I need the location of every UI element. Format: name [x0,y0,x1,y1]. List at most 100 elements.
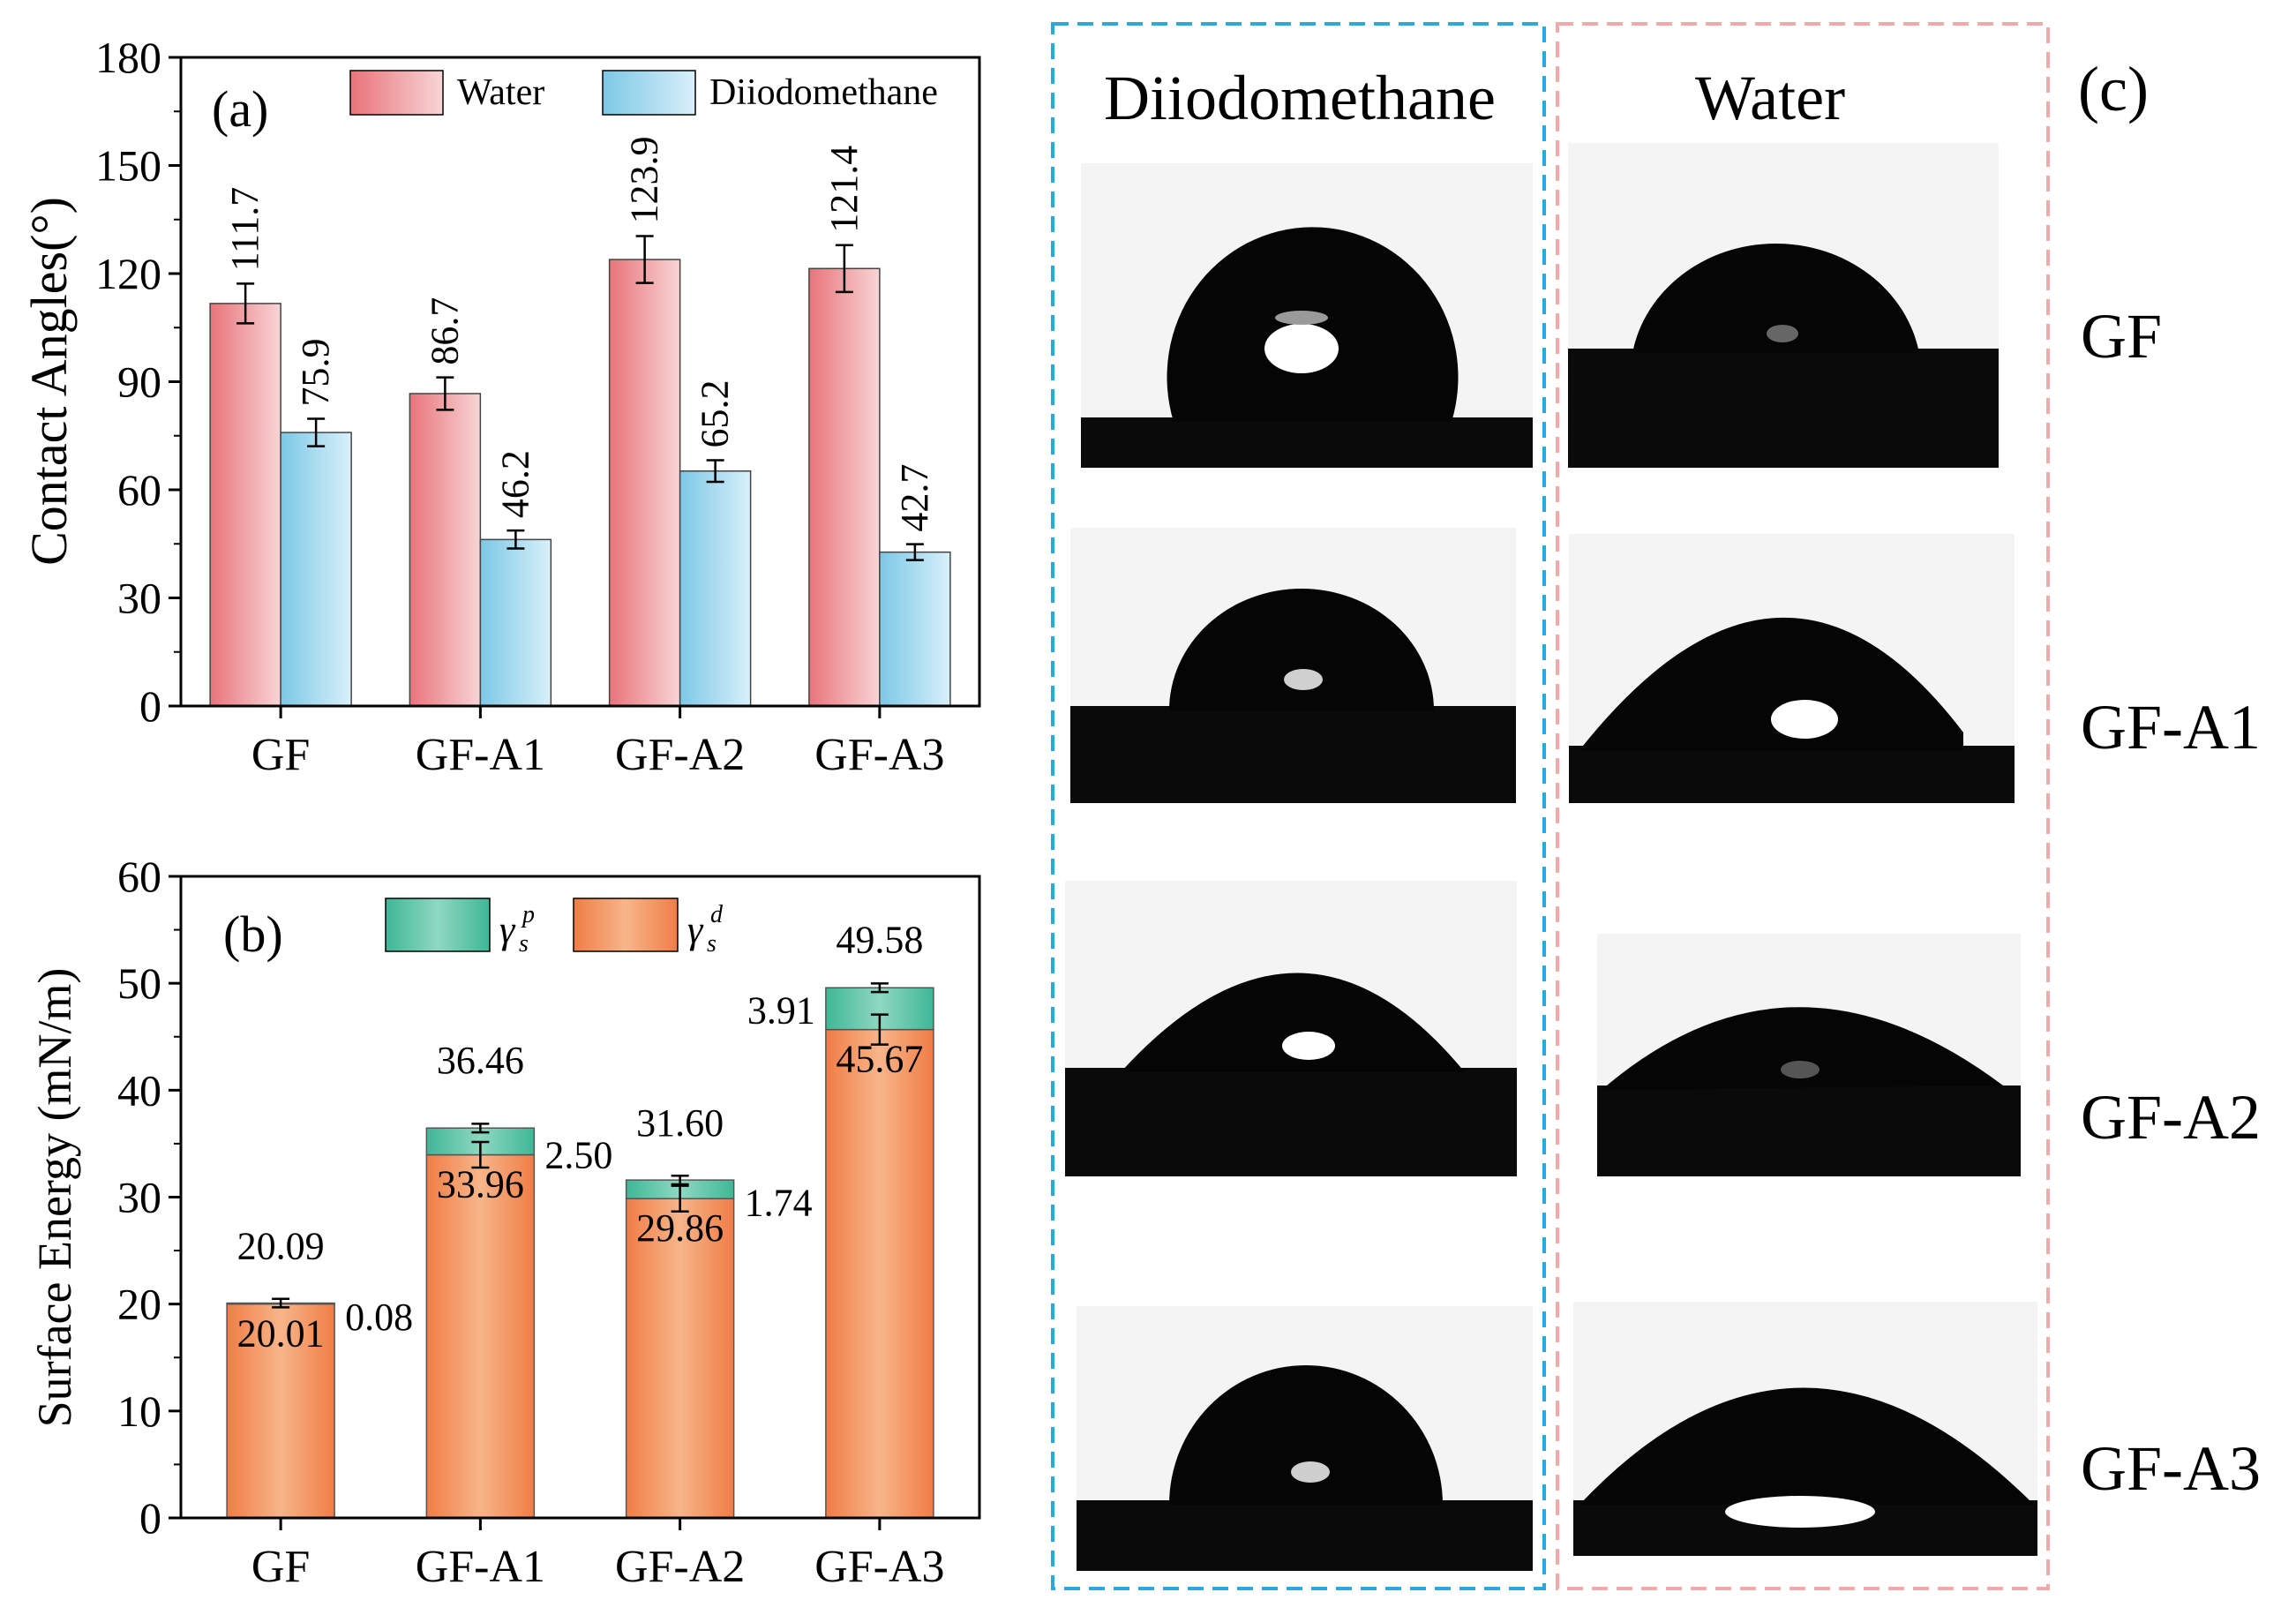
diiodomethane-column-frame [1051,22,1546,1590]
x-tick-label-a: GF-A1 [416,730,545,780]
error-bar-diiodomethane-gf-a2 [706,459,724,484]
bar-water-gf [209,303,281,707]
y-tick-label-b: 60 [117,852,161,901]
x-tick-label-a: GF-A2 [615,730,745,780]
y-tick-label-a: 150 [95,141,161,191]
legend-swatch-dispersive [573,898,679,952]
row-label-gf: GF [2081,301,2162,372]
data-label-total-gf-a1: 36.46 [437,1039,524,1082]
bar-dispersive-gf-a1 [425,1153,536,1519]
svg-text:γ: γ [687,908,704,951]
bar-diiodomethane-gf-a2 [679,470,752,707]
data-label-diiodomethane-gf: 75.9 [294,339,337,407]
y-tick-label-a: 60 [117,465,161,515]
error-bar-water-gf [236,282,255,325]
legend-swatch-polar [385,898,491,952]
bar-water-gf-a2 [608,259,681,707]
error-bar-dispersive-gf-a3 [870,1013,889,1046]
data-label-water-gf-a3: 121.4 [822,146,866,233]
bar-dispersive-gf-a3 [825,1028,934,1519]
y-axis-label-b: Surface Energy (mN/m) [28,968,81,1428]
column-title-water: Water [1695,63,1845,133]
svg-text:d: d [710,901,724,928]
legend-label-dispersive: γ s d [687,901,724,958]
legend-a: Water Diiodomethane [349,70,938,116]
contact-angle-bars: 111.7 75.9 86.7 46.2 123.9 65.2 121.4 42.7 [209,137,951,707]
data-label-total-gf: 20.09 [237,1225,325,1268]
water-column-frame [1556,22,2050,1590]
svg-text:s: s [519,930,529,958]
data-label-water-gf-a2: 123.9 [623,137,666,224]
droplet-photo-gf-a1-water [1569,534,2015,803]
data-label-water-gf: 111.7 [223,187,266,272]
droplet-photo-gf-a3-water [1573,1302,2037,1556]
data-label-diiodomethane-gf-a2: 65.2 [694,380,737,448]
x-axis-ticks-a: GF GF-A1 GF-A2 GF-A3 [251,706,945,780]
panel-label-a: (a) [212,80,268,138]
column-title-diiodomethane: Diiodomethane [1104,63,1496,133]
y-tick-label-b: 20 [117,1280,161,1329]
data-label-total-gf-a2: 31.60 [636,1101,724,1145]
x-tick-label-a: GF-A3 [814,730,944,780]
contact-angle-chart: 111.7 75.9 86.7 46.2 123.9 65.2 121.4 42.7 0 30 6… [20,33,981,780]
data-label-dispersive-gf-a3: 45.67 [836,1038,923,1081]
error-bar-total-gf [272,1297,290,1309]
error-bar-total-gf-a3 [870,982,889,994]
y-tick-label-b: 50 [117,958,161,1008]
y-tick-label-a: 90 [117,357,161,407]
x-tick-label-b: GF-A1 [416,1542,545,1592]
bar-diiodomethane-gf-a3 [879,551,951,707]
svg-text:p: p [521,901,535,928]
y-tick-label-a: 30 [117,574,161,623]
legend-label-polar: γ s p [499,901,535,958]
bar-dispersive-gf-a2 [625,1198,735,1519]
x-tick-label-b: GF [251,1542,310,1592]
row-label-gf-a3: GF-A3 [2081,1433,2261,1504]
panel-label-c: (c) [2078,54,2149,124]
error-bar-water-gf-a2 [635,235,654,284]
error-bar-water-gf-a3 [835,244,853,294]
bar-water-gf-a3 [808,267,881,707]
y-tick-label-b: 40 [117,1065,161,1115]
droplet-images-panel: Diiodomethane Water (c) GF GF-A1 GF-A2 G… [1051,22,2261,1590]
error-bar-total-gf-a1 [471,1123,490,1134]
data-label-dispersive-gf-a2: 29.86 [636,1206,724,1250]
x-tick-label-b: GF-A2 [615,1542,745,1592]
data-label-water-gf-a1: 86.7 [423,297,466,365]
y-tick-label-a: 120 [95,249,161,298]
data-label-polar-gf-a2: 1.74 [745,1182,813,1225]
y-tick-label-b: 0 [139,1493,161,1543]
droplet-photo-gf-a2-diiodomethane [1065,881,1517,1176]
bar-diiodomethane-gf [280,432,352,707]
data-label-total-gf-a3: 49.58 [836,918,923,961]
x-tick-label-a: GF [251,730,310,780]
row-label-gf-a2: GF-A2 [2081,1082,2261,1153]
droplet-photo-gf-water [1568,143,1999,468]
legend-label-water: Water [457,72,544,113]
data-label-polar-gf: 0.08 [345,1296,413,1339]
droplet-photo-gf-a2-water [1597,934,2021,1176]
bar-water-gf-a1 [409,393,482,707]
data-label-polar-gf-a1: 2.50 [544,1133,612,1176]
panel-label-b: (b) [223,905,283,963]
surface-energy-chart: 20.01 0.08 20.09 33.96 2.50 36.46 29.86 1.74 31.… [28,852,981,1592]
error-bar-dispersive-gf-a1 [471,1140,490,1169]
data-label-dispersive-gf: 20.01 [237,1312,325,1356]
error-bar-diiodomethane-gf-a1 [506,529,525,550]
y-axis-label-a: Contact Angles(°) [20,197,78,566]
svg-text:γ: γ [499,908,516,951]
bar-dispersive-gf [226,1303,335,1519]
y-tick-label-a: 180 [95,33,161,82]
error-bar-diiodomethane-gf-a3 [905,543,924,561]
y-tick-label-b: 30 [117,1173,161,1222]
legend-swatch-diiodomethane [602,70,696,116]
svg-text:s: s [707,930,717,958]
droplet-photo-gf-diiodomethane [1081,163,1533,468]
error-bar-total-gf-a2 [671,1175,689,1186]
surface-energy-bars: 20.01 0.08 20.09 33.96 2.50 36.46 29.86 1.74 31.… [226,918,934,1519]
error-bar-water-gf-a1 [436,376,454,411]
data-label-polar-gf-a3: 3.91 [747,988,815,1032]
bar-diiodomethane-gf-a1 [479,538,552,707]
row-label-gf-a1: GF-A1 [2081,692,2261,762]
